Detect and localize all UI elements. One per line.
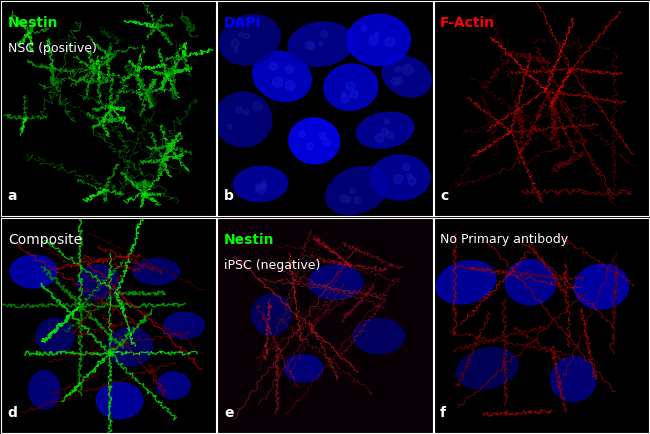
- Polygon shape: [391, 77, 400, 86]
- Text: b: b: [224, 189, 234, 203]
- Text: c: c: [440, 189, 448, 203]
- Text: No Primary antibody: No Primary antibody: [440, 233, 568, 246]
- Text: DAPI: DAPI: [224, 16, 261, 30]
- Text: Nestin: Nestin: [224, 233, 274, 247]
- Text: Nestin: Nestin: [8, 16, 58, 30]
- Polygon shape: [346, 82, 355, 90]
- Polygon shape: [256, 185, 266, 194]
- Polygon shape: [284, 355, 322, 382]
- Polygon shape: [164, 312, 204, 338]
- Text: F-Actin: F-Actin: [440, 16, 495, 30]
- Polygon shape: [370, 155, 430, 200]
- Polygon shape: [272, 77, 283, 87]
- Polygon shape: [341, 94, 349, 102]
- Polygon shape: [36, 318, 74, 354]
- Polygon shape: [382, 128, 389, 135]
- Polygon shape: [261, 181, 266, 186]
- Polygon shape: [350, 91, 358, 99]
- Text: e: e: [224, 406, 233, 420]
- Polygon shape: [239, 33, 244, 37]
- Polygon shape: [382, 56, 431, 97]
- Text: d: d: [8, 406, 18, 420]
- Polygon shape: [340, 195, 348, 203]
- Polygon shape: [288, 22, 354, 66]
- Polygon shape: [233, 48, 238, 53]
- Polygon shape: [306, 41, 314, 49]
- Polygon shape: [386, 132, 393, 138]
- Polygon shape: [341, 92, 346, 97]
- Polygon shape: [96, 383, 143, 418]
- Polygon shape: [406, 173, 411, 178]
- Polygon shape: [244, 33, 249, 39]
- Polygon shape: [385, 37, 395, 47]
- Polygon shape: [318, 41, 323, 46]
- Polygon shape: [10, 255, 57, 288]
- Text: iPSC (negative): iPSC (negative): [224, 259, 320, 272]
- Polygon shape: [369, 36, 378, 45]
- Polygon shape: [309, 265, 363, 299]
- Polygon shape: [551, 357, 596, 401]
- Polygon shape: [354, 319, 404, 353]
- Polygon shape: [403, 64, 413, 75]
- Polygon shape: [231, 39, 239, 47]
- Polygon shape: [395, 66, 401, 72]
- Polygon shape: [233, 166, 287, 201]
- Polygon shape: [326, 166, 389, 214]
- Polygon shape: [285, 80, 295, 90]
- Polygon shape: [236, 106, 243, 113]
- Polygon shape: [436, 261, 496, 304]
- Polygon shape: [306, 143, 313, 150]
- Polygon shape: [457, 348, 518, 389]
- Polygon shape: [299, 131, 305, 137]
- Polygon shape: [346, 197, 351, 202]
- Text: f: f: [440, 406, 446, 420]
- Polygon shape: [354, 197, 361, 204]
- Polygon shape: [347, 14, 410, 66]
- Polygon shape: [319, 132, 326, 139]
- Polygon shape: [108, 328, 153, 366]
- Text: Composite: Composite: [8, 233, 82, 247]
- Polygon shape: [321, 31, 328, 38]
- Polygon shape: [375, 32, 379, 36]
- Polygon shape: [350, 188, 355, 194]
- Polygon shape: [77, 265, 120, 300]
- Polygon shape: [215, 92, 272, 147]
- Polygon shape: [227, 124, 232, 129]
- Polygon shape: [505, 260, 556, 305]
- Text: a: a: [8, 189, 18, 203]
- Polygon shape: [322, 138, 330, 146]
- Polygon shape: [375, 134, 384, 143]
- Polygon shape: [253, 51, 311, 102]
- Polygon shape: [384, 119, 389, 125]
- Polygon shape: [133, 259, 179, 285]
- Polygon shape: [356, 112, 414, 148]
- Polygon shape: [29, 371, 60, 409]
- Polygon shape: [157, 372, 190, 399]
- Polygon shape: [285, 65, 293, 73]
- Polygon shape: [324, 64, 378, 110]
- Polygon shape: [270, 62, 278, 70]
- Text: NSC (positive): NSC (positive): [8, 42, 97, 55]
- Polygon shape: [402, 163, 410, 171]
- Polygon shape: [289, 118, 339, 164]
- Polygon shape: [219, 15, 280, 65]
- Polygon shape: [307, 42, 315, 49]
- Polygon shape: [361, 26, 366, 31]
- Polygon shape: [261, 184, 266, 191]
- Polygon shape: [393, 174, 403, 184]
- Polygon shape: [255, 184, 261, 190]
- Polygon shape: [408, 177, 416, 185]
- Polygon shape: [575, 264, 629, 309]
- Polygon shape: [244, 109, 249, 115]
- Polygon shape: [253, 102, 262, 111]
- Polygon shape: [396, 77, 403, 84]
- Polygon shape: [252, 294, 291, 335]
